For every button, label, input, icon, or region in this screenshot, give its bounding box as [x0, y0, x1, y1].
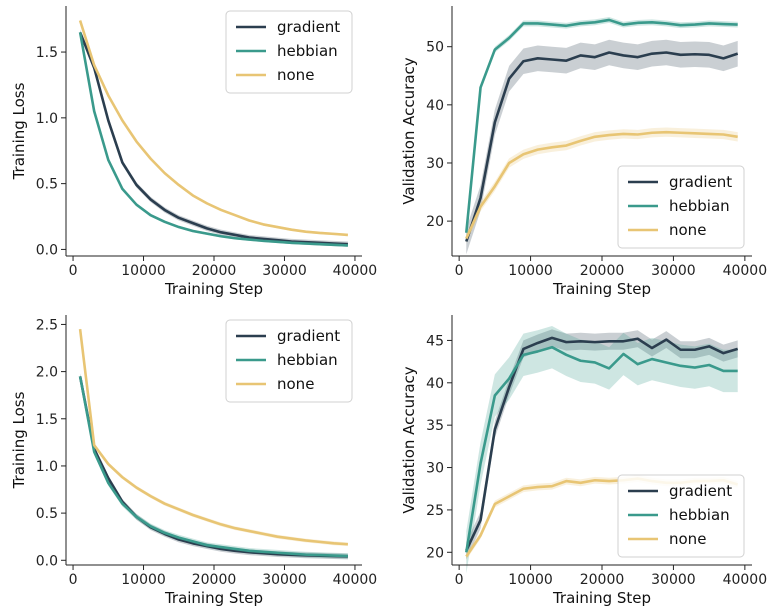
series-line-none — [78, 20, 348, 237]
legend-label-none: none — [669, 221, 706, 239]
y-tick-label: 0.5 — [36, 506, 58, 522]
y-axis-label: Validation Accuracy — [400, 57, 418, 204]
y-tick-label: 0.5 — [36, 177, 58, 193]
y-tick-label: 20 — [426, 545, 444, 561]
legend-label-hebbian: hebbian — [669, 506, 730, 524]
y-tick-label: 0.0 — [36, 242, 58, 258]
series-line-none — [465, 130, 738, 240]
x-tick-label: 0 — [69, 263, 78, 279]
x-tick-label: 40000 — [723, 263, 768, 279]
y-tick-label: 50 — [426, 40, 444, 56]
y-tick-label: 30 — [426, 156, 444, 172]
x-tick-label: 30000 — [262, 263, 307, 279]
y-tick-label: 1.0 — [36, 111, 58, 127]
series-line-gradient — [465, 51, 739, 242]
y-tick-label: 40 — [426, 98, 444, 114]
legend-label-gradient: gradient — [669, 173, 732, 191]
y-tick-label: 20 — [426, 214, 444, 230]
y-tick-label: 45 — [426, 333, 444, 349]
legend: gradient hebbian none — [617, 165, 745, 249]
series-line-gradient — [78, 376, 348, 558]
series-line-hebbian — [465, 345, 738, 553]
legend-label-gradient: gradient — [277, 327, 340, 345]
y-tick-label: 2.5 — [36, 317, 58, 333]
x-axis-label: Training Step — [552, 589, 651, 607]
y-axis-label: Training Loss — [10, 391, 28, 489]
legend-label-gradient: gradient — [669, 482, 732, 500]
legend-label-hebbian: hebbian — [669, 197, 730, 215]
legend-box — [225, 319, 353, 403]
x-tick-label: 40000 — [333, 263, 378, 279]
x-tick-label: 40000 — [333, 572, 378, 588]
series-line-none — [78, 328, 348, 546]
series-line-gradient — [78, 31, 348, 246]
legend: gradient hebbian none — [225, 10, 353, 94]
x-tick-label: 10000 — [508, 572, 553, 588]
x-tick-label: 20000 — [192, 572, 237, 588]
chart-panel-1: 0 10000 20000 30000 40000 0.0 0.5 1.0 1.5 Trainin… — [10, 6, 377, 298]
y-tick-label: 2.0 — [36, 365, 58, 381]
y-axis-label: Training Loss — [10, 82, 28, 180]
x-axis-label: Training Step — [164, 589, 263, 607]
legend-label-hebbian: hebbian — [277, 351, 338, 369]
chart-panel-2: 0 10000 20000 30000 40000 20 30 40 50 Training St… — [400, 6, 767, 298]
x-tick-label: 20000 — [580, 263, 625, 279]
legend-label-gradient: gradient — [277, 18, 340, 36]
x-tick-label: 20000 — [580, 572, 625, 588]
legend-box — [617, 165, 745, 249]
y-tick-label: 35 — [426, 418, 444, 434]
legend: gradient hebbian none — [225, 319, 353, 403]
legend: gradient hebbian none — [617, 474, 745, 558]
x-tick-label: 40000 — [723, 572, 768, 588]
x-tick-label: 30000 — [651, 572, 696, 588]
series-line-hebbian — [78, 32, 348, 247]
series-line-hebbian — [78, 376, 348, 558]
chart-panel-3: 0 10000 20000 30000 40000 0.0 0.5 1.0 1.5 2.0 2.5 T… — [10, 315, 377, 607]
x-tick-label: 0 — [455, 572, 464, 588]
x-tick-label: 30000 — [262, 572, 307, 588]
band-hebbian — [466, 326, 738, 574]
series-line-hebbian — [464, 18, 738, 233]
legend-label-none: none — [277, 375, 314, 393]
legend-label-hebbian: hebbian — [277, 42, 338, 60]
x-tick-label: 0 — [69, 572, 78, 588]
y-tick-label: 40 — [426, 376, 444, 392]
x-tick-label: 10000 — [508, 263, 553, 279]
band-gradient — [466, 329, 738, 560]
chart-panel-4: 0 10000 20000 30000 40000 20 25 30 35 40 45 Trainin… — [400, 315, 767, 607]
x-tick-label: 0 — [455, 263, 464, 279]
x-tick-label: 10000 — [121, 572, 166, 588]
band-gradient — [466, 39, 738, 255]
series-line-gradient — [465, 336, 739, 552]
x-tick-label: 10000 — [121, 263, 166, 279]
y-tick-label: 1.5 — [36, 412, 58, 428]
legend-box — [225, 10, 353, 94]
y-tick-label: 30 — [426, 461, 444, 477]
y-tick-label: 25 — [426, 503, 444, 519]
y-tick-label: 1.0 — [36, 459, 58, 475]
x-axis-label: Training Step — [552, 280, 651, 298]
y-tick-label: 1.5 — [36, 45, 58, 61]
legend-label-none: none — [277, 66, 314, 84]
x-tick-label: 20000 — [192, 263, 237, 279]
legend-box — [617, 474, 745, 558]
x-tick-label: 30000 — [651, 263, 696, 279]
y-tick-label: 0.0 — [36, 553, 58, 569]
x-axis-label: Training Step — [164, 280, 263, 298]
y-axis-label: Validation Accuracy — [400, 366, 418, 513]
legend-label-none: none — [669, 530, 706, 548]
